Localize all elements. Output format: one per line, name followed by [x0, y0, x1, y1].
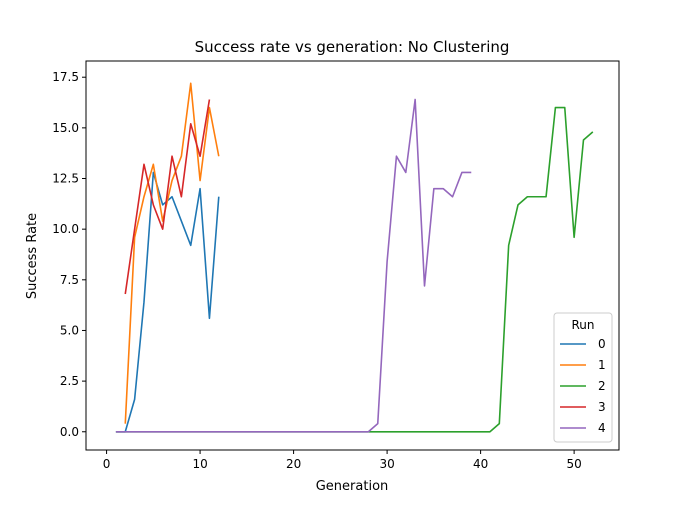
chart-title: Success rate vs generation: No Clusterin… [195, 38, 510, 56]
x-tick-label: 0 [103, 457, 111, 471]
series-line-run-2 [115, 106, 594, 433]
x-tick-label: 30 [379, 457, 394, 471]
legend-label-run-2: 2 [598, 379, 606, 393]
x-tick-label: 50 [566, 457, 581, 471]
series-line-run-1 [124, 82, 220, 424]
legend-label-run-4: 4 [598, 421, 606, 435]
y-tick-label: 17.5 [52, 70, 79, 84]
plot-frame [85, 60, 620, 451]
y-tick-label: 7.5 [60, 273, 79, 287]
legend: Run 0 1 2 3 4 [553, 312, 613, 443]
y-tick-label: 0.0 [60, 425, 79, 439]
y-axis-label: Success Rate [25, 213, 40, 299]
series-line-run-4 [115, 98, 472, 433]
legend-label-run-1: 1 [598, 358, 606, 372]
legend-box [553, 312, 613, 443]
x-tick-label: 40 [473, 457, 488, 471]
legend-label-run-3: 3 [598, 400, 606, 414]
x-tick-label: 20 [286, 457, 301, 471]
y-tick-label: 15.0 [52, 121, 79, 135]
legend-items: 0 1 2 3 4 [560, 337, 606, 435]
x-axis-label: Generation [316, 479, 389, 494]
y-tick-label: 12.5 [52, 172, 79, 186]
y-tick-label: 2.5 [60, 374, 79, 388]
series-layer [115, 82, 594, 433]
series-line-run-3 [124, 99, 211, 295]
y-axis-ticks: 0.0 2.5 5.0 7.5 10.0 12.5 15.0 17.5 [52, 70, 86, 439]
y-tick-label: 10.0 [52, 222, 79, 236]
x-axis-ticks: 0 10 20 30 40 50 [103, 450, 582, 471]
x-tick-label: 10 [192, 457, 207, 471]
legend-title: Run [571, 318, 594, 332]
y-tick-label: 5.0 [60, 323, 79, 337]
legend-label-run-0: 0 [598, 337, 606, 351]
